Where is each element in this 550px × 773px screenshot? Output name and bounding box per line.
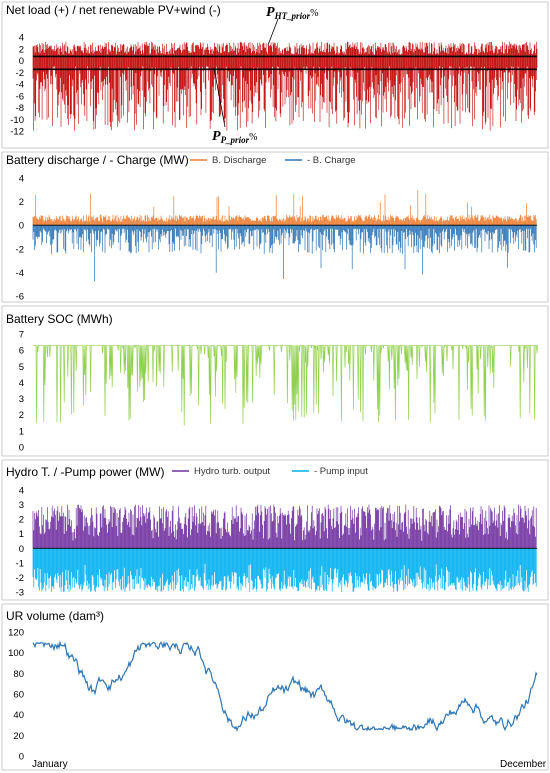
annotation-p-p-sub: P_prior [221,135,250,145]
annotation-p-ht-pointer [267,18,279,46]
ytick-label: -2 [16,68,24,79]
ytick-label: 2 [19,197,24,208]
series-battery-soc [33,344,538,426]
ytick-label: 4 [19,486,24,497]
ytick-label: -2 [16,573,24,584]
panel-hydro-power-yticks: 4 3 2 1 0 -1 -2 -3 [16,486,24,599]
ytick-label: 2 [19,410,24,421]
ytick-label: 80 [13,669,24,680]
ytick-label: 20 [13,731,24,742]
legend-battery-power: B. Discharge - B. Charge [190,155,356,166]
ytick-label: 2 [19,44,24,55]
panel-battery-power: Battery discharge / - Charge (MW) B. Dis… [1,151,549,303]
ytick-label: 40 [13,710,24,721]
x-axis-end-label: December [500,759,547,770]
ytick-label: 4 [19,378,24,389]
panel-ur-volume-yticks: 120 100 80 60 40 20 0 [8,628,24,763]
series-ur-volume [32,640,538,732]
panel-battery-soc-frame [1,305,549,457]
ytick-label: 7 [19,330,24,341]
ytick-label: -4 [16,268,24,279]
ytick-label: -3 [16,588,24,599]
panel-battery-power-title: Battery discharge / - Charge (MW) [6,153,189,167]
legend-pump-input: - Pump input [314,466,368,477]
ytick-label: -6 [16,292,24,303]
series-negative [32,225,537,282]
ytick-label: 1 [19,529,24,540]
panel-battery-soc-series [33,344,538,426]
ytick-label: 0 [19,443,24,454]
panel-ur-volume-title: UR volume (dam³) [6,609,104,623]
series-negative [32,548,537,592]
panel-battery-soc-title: Battery SOC (MWh) [6,312,113,326]
ytick-label: 3 [19,500,24,511]
ytick-label: 3 [19,394,24,405]
ytick-label: 100 [8,648,24,659]
series-positive [32,504,537,549]
legend-b-discharge: B. Discharge [212,155,266,166]
annotation-p-ht-suffix: % [310,8,318,19]
panel-battery-power-frame [1,151,549,303]
ytick-label: -6 [16,91,24,102]
legend-hydro-turb: Hydro turb. output [194,466,270,477]
ytick-label: 5 [19,362,24,373]
panel-ur-volume-frame [1,603,549,771]
panel-battery-power-series [32,190,537,282]
ytick-label: -8 [16,103,24,114]
svg-text:PP_prior%: PP_prior% [212,129,257,145]
annotation-p-p-pointer [213,67,226,128]
annotation-p-p-suffix: % [249,132,257,143]
panel-ur-volume: UR volume (dam³) 120 100 80 60 40 20 0 January… [1,603,549,771]
ytick-label: 0 [19,752,24,763]
panel-net-load-series [32,41,538,131]
panel-battery-power-yticks: 4 2 0 -2 -4 -6 [16,174,24,303]
ytick-label: 0 [19,544,24,555]
legend-b-charge: - B. Charge [307,155,356,166]
annotation-p-ht-sub: HT_prior [274,11,311,21]
panel-hydro-power: Hydro T. / -Pump power (MW) Hydro turb. … [1,459,549,601]
series-positive [32,190,537,226]
panel-hydro-power-title: Hydro T. / -Pump power (MW) [6,465,164,479]
panel-net-load: Net load (+) / net renewable PV+wind (-)… [1,1,549,149]
x-axis-start-label: January [32,759,68,770]
panel-battery-soc-yticks: 7 6 5 4 3 2 1 0 [19,330,24,454]
panel-hydro-power-series [32,504,537,592]
ytick-label: 1 [19,426,24,437]
legend-hydro-power: Hydro turb. output - Pump input [172,466,368,477]
panel-battery-soc: Battery SOC (MWh) 7 6 5 4 3 2 1 0 [1,305,549,457]
ytick-label: 4 [19,33,24,44]
ytick-label: -4 [16,80,24,91]
svg-text:PHT_prior%: PHT_prior% [266,5,318,21]
panel-net-load-frame [1,1,549,149]
ytick-label: -10 [10,115,24,126]
annotation-p-ht-main: P [266,5,275,20]
annotation-p-ht-prior: PHT_prior% [266,5,318,46]
ytick-label: -1 [16,558,24,569]
panel-hydro-power-frame [1,459,549,601]
ytick-label: 0 [19,221,24,232]
annotation-p-p-main: P [212,129,221,144]
ytick-label: 60 [13,690,24,701]
panel-net-load-yticks: 420-2-4-6-8-10-12 [10,33,24,138]
series-net-load [32,41,538,131]
ytick-label: -2 [16,244,24,255]
annotation-p-p-prior: PP_prior% [212,67,257,145]
ytick-label: -12 [10,127,24,138]
panel-net-load-title: Net load (+) / net renewable PV+wind (-) [6,3,221,17]
ytick-label: 120 [8,628,24,639]
ytick-label: 2 [19,515,24,526]
ytick-label: 4 [19,174,24,185]
ytick-label: 0 [19,56,24,67]
ytick-label: 6 [19,346,24,357]
panel-ur-volume-series [32,640,538,732]
